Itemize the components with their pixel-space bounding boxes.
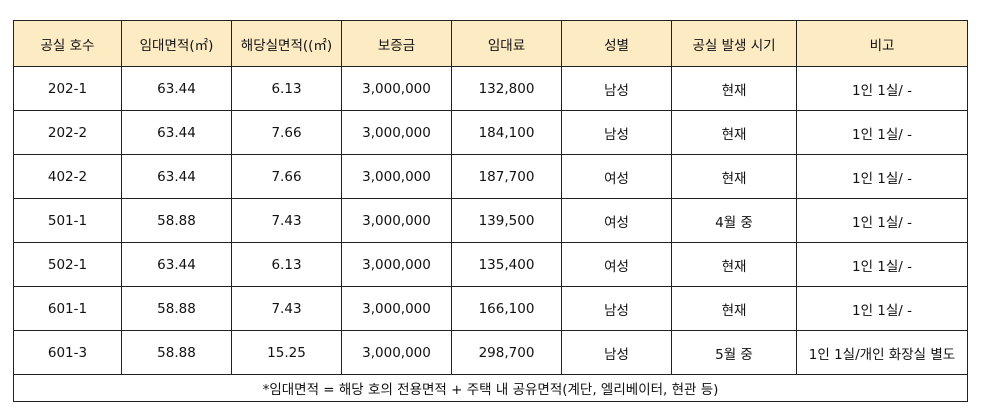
- cell-gender: 남성: [561, 110, 672, 155]
- cell-gender: 남성: [561, 286, 672, 331]
- header-cell-lease-area: 임대면적(㎡): [121, 20, 232, 67]
- cell-deposit: 3,000,000: [341, 154, 452, 199]
- cell-lease-area: 58.88: [121, 286, 232, 331]
- cell-gender: 여성: [561, 242, 672, 287]
- cell-vacancy-date: 현재: [671, 110, 797, 155]
- cell-rent: 139,500: [451, 198, 562, 243]
- table-row: 202-2 63.44 7.66 3,000,000 184,100 남성 현재…: [13, 110, 968, 155]
- cell-deposit: 3,000,000: [341, 198, 452, 243]
- table-row: 501-1 58.88 7.43 3,000,000 139,500 여성 4월…: [13, 198, 968, 243]
- cell-room-area: 7.43: [231, 286, 342, 331]
- cell-remarks: 1인 1실/개인 화장실 별도: [796, 330, 968, 375]
- footnote: *임대면적 = 해당 호의 전용면적 + 주택 내 공유면적(계단, 엘리베이터…: [13, 374, 968, 402]
- header-cell-gender: 성별: [561, 20, 672, 67]
- cell-gender: 남성: [561, 66, 672, 111]
- cell-remarks: 1인 1실/ -: [796, 242, 968, 287]
- cell-vacancy-date: 현재: [671, 154, 797, 199]
- cell-rent: 166,100: [451, 286, 562, 331]
- table-row: 502-1 63.44 6.13 3,000,000 135,400 여성 현재…: [13, 242, 968, 287]
- cell-lease-area: 63.44: [121, 66, 232, 111]
- cell-vacancy-date: 현재: [671, 66, 797, 111]
- cell-rent: 132,800: [451, 66, 562, 111]
- cell-room: 601-1: [13, 286, 122, 331]
- cell-room: 202-2: [13, 110, 122, 155]
- cell-remarks: 1인 1실/ -: [796, 286, 968, 331]
- cell-remarks: 1인 1실/ -: [796, 66, 968, 111]
- header-cell-remarks: 비고: [796, 20, 968, 67]
- table-row: 601-1 58.88 7.43 3,000,000 166,100 남성 현재…: [13, 286, 968, 331]
- cell-deposit: 3,000,000: [341, 286, 452, 331]
- cell-gender: 여성: [561, 198, 672, 243]
- cell-room-area: 7.43: [231, 198, 342, 243]
- cell-room-area: 7.66: [231, 110, 342, 155]
- cell-remarks: 1인 1실/ -: [796, 154, 968, 199]
- cell-room-area: 15.25: [231, 330, 342, 375]
- cell-lease-area: 58.88: [121, 198, 232, 243]
- cell-deposit: 3,000,000: [341, 242, 452, 287]
- cell-lease-area: 63.44: [121, 154, 232, 199]
- table-row: 202-1 63.44 6.13 3,000,000 132,800 남성 현재…: [13, 66, 968, 111]
- cell-vacancy-date: 현재: [671, 286, 797, 331]
- table-row: 601-3 58.88 15.25 3,000,000 298,700 남성 5…: [13, 330, 968, 375]
- cell-room: 402-2: [13, 154, 122, 199]
- table-row: 402-2 63.44 7.66 3,000,000 187,700 여성 현재…: [13, 154, 968, 199]
- header-cell-vacancy-date: 공실 발생 시기: [671, 20, 797, 67]
- header-cell-room-area: 해당실면적((㎡): [231, 20, 342, 67]
- header-cell-rent: 임대료: [451, 20, 562, 67]
- cell-lease-area: 63.44: [121, 242, 232, 287]
- cell-rent: 298,700: [451, 330, 562, 375]
- cell-deposit: 3,000,000: [341, 330, 452, 375]
- cell-vacancy-date: 5월 중: [671, 330, 797, 375]
- header-cell-room: 공실 호수: [13, 20, 122, 67]
- cell-rent: 184,100: [451, 110, 562, 155]
- cell-rent: 187,700: [451, 154, 562, 199]
- cell-gender: 남성: [561, 330, 672, 375]
- cell-lease-area: 58.88: [121, 330, 232, 375]
- header-cell-deposit: 보증금: [341, 20, 452, 67]
- header-row: 공실 호수 임대면적(㎡) 해당실면적((㎡) 보증금 임대료 성별 공실 발생…: [13, 20, 968, 67]
- cell-gender: 여성: [561, 154, 672, 199]
- cell-room-area: 7.66: [231, 154, 342, 199]
- cell-room: 202-1: [13, 66, 122, 111]
- cell-room: 502-1: [13, 242, 122, 287]
- cell-deposit: 3,000,000: [341, 110, 452, 155]
- cell-rent: 135,400: [451, 242, 562, 287]
- footnote-row: *임대면적 = 해당 호의 전용면적 + 주택 내 공유면적(계단, 엘리베이터…: [13, 374, 968, 402]
- cell-room-area: 6.13: [231, 242, 342, 287]
- cell-vacancy-date: 4월 중: [671, 198, 797, 243]
- cell-lease-area: 63.44: [121, 110, 232, 155]
- cell-remarks: 1인 1실/ -: [796, 110, 968, 155]
- cell-remarks: 1인 1실/ -: [796, 198, 968, 243]
- cell-vacancy-date: 현재: [671, 242, 797, 287]
- cell-deposit: 3,000,000: [341, 66, 452, 111]
- cell-room: 501-1: [13, 198, 122, 243]
- cell-room-area: 6.13: [231, 66, 342, 111]
- cell-room: 601-3: [13, 330, 122, 375]
- vacancy-table: 공실 호수 임대면적(㎡) 해당실면적((㎡) 보증금 임대료 성별 공실 발생…: [13, 20, 968, 402]
